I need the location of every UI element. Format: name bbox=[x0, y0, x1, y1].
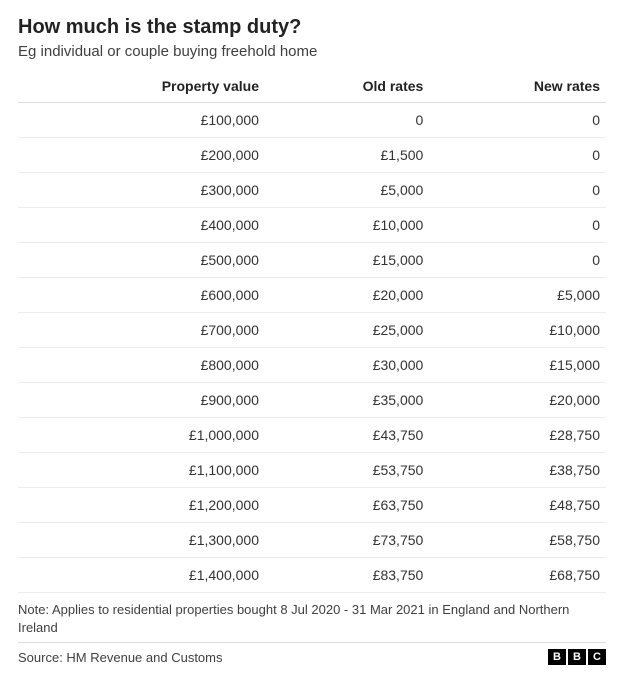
bbc-logo-b1: B bbox=[548, 649, 566, 665]
bbc-logo-icon: B B C bbox=[548, 649, 606, 665]
table-cell: £300,000 bbox=[18, 173, 265, 208]
table-cell: £15,000 bbox=[265, 243, 429, 278]
table-cell: £700,000 bbox=[18, 313, 265, 348]
card-title: How much is the stamp duty? bbox=[18, 16, 606, 39]
table-cell: 0 bbox=[429, 173, 606, 208]
table-cell: £500,000 bbox=[18, 243, 265, 278]
bbc-logo-b2: B bbox=[568, 649, 586, 665]
rates-table: Property value Old rates New rates £100,… bbox=[18, 70, 606, 593]
note-text: Note: Applies to residential properties … bbox=[18, 593, 606, 643]
table-cell: £20,000 bbox=[429, 383, 606, 418]
table-cell: £1,500 bbox=[265, 138, 429, 173]
table-cell: £83,750 bbox=[265, 558, 429, 593]
table-cell: 0 bbox=[429, 103, 606, 138]
table-cell: £10,000 bbox=[265, 208, 429, 243]
table-cell: £5,000 bbox=[429, 278, 606, 313]
table-cell: £35,000 bbox=[265, 383, 429, 418]
table-cell: £900,000 bbox=[18, 383, 265, 418]
table-cell: £43,750 bbox=[265, 418, 429, 453]
table-cell: £38,750 bbox=[429, 453, 606, 488]
table-row: £1,400,000£83,750£68,750 bbox=[18, 558, 606, 593]
col-property-value: Property value bbox=[18, 70, 265, 103]
card-footer: Source: HM Revenue and Customs B B C bbox=[18, 643, 606, 665]
table-row: £800,000£30,000£15,000 bbox=[18, 348, 606, 383]
table-cell: 0 bbox=[429, 138, 606, 173]
col-old-rates: Old rates bbox=[265, 70, 429, 103]
table-cell: £100,000 bbox=[18, 103, 265, 138]
table-row: £1,200,000£63,750£48,750 bbox=[18, 488, 606, 523]
table-cell: £68,750 bbox=[429, 558, 606, 593]
stamp-duty-card: How much is the stamp duty? Eg individua… bbox=[0, 0, 624, 675]
table-cell: £63,750 bbox=[265, 488, 429, 523]
table-cell: £58,750 bbox=[429, 523, 606, 558]
table-cell: 0 bbox=[265, 103, 429, 138]
table-cell: £25,000 bbox=[265, 313, 429, 348]
table-row: £900,000£35,000£20,000 bbox=[18, 383, 606, 418]
table-row: £300,000£5,0000 bbox=[18, 173, 606, 208]
table-row: £400,000£10,0000 bbox=[18, 208, 606, 243]
table-cell: £800,000 bbox=[18, 348, 265, 383]
bbc-logo-c: C bbox=[588, 649, 606, 665]
table-cell: £30,000 bbox=[265, 348, 429, 383]
table-header-row: Property value Old rates New rates bbox=[18, 70, 606, 103]
table-cell: £1,000,000 bbox=[18, 418, 265, 453]
table-cell: £1,200,000 bbox=[18, 488, 265, 523]
table-cell: £15,000 bbox=[429, 348, 606, 383]
table-cell: £400,000 bbox=[18, 208, 265, 243]
table-row: £200,000£1,5000 bbox=[18, 138, 606, 173]
table-row: £500,000£15,0000 bbox=[18, 243, 606, 278]
table-cell: £1,300,000 bbox=[18, 523, 265, 558]
table-cell: £28,750 bbox=[429, 418, 606, 453]
table-cell: £1,400,000 bbox=[18, 558, 265, 593]
table-row: £1,100,000£53,750£38,750 bbox=[18, 453, 606, 488]
table-cell: 0 bbox=[429, 243, 606, 278]
col-new-rates: New rates bbox=[429, 70, 606, 103]
table-cell: £73,750 bbox=[265, 523, 429, 558]
table-cell: £5,000 bbox=[265, 173, 429, 208]
table-row: £1,000,000£43,750£28,750 bbox=[18, 418, 606, 453]
table-cell: £10,000 bbox=[429, 313, 606, 348]
table-row: £100,00000 bbox=[18, 103, 606, 138]
table-cell: £20,000 bbox=[265, 278, 429, 313]
table-row: £1,300,000£73,750£58,750 bbox=[18, 523, 606, 558]
table-row: £600,000£20,000£5,000 bbox=[18, 278, 606, 313]
table-cell: £1,100,000 bbox=[18, 453, 265, 488]
table-cell: £53,750 bbox=[265, 453, 429, 488]
table-cell: £200,000 bbox=[18, 138, 265, 173]
table-cell: £48,750 bbox=[429, 488, 606, 523]
table-cell: 0 bbox=[429, 208, 606, 243]
source-text: Source: HM Revenue and Customs bbox=[18, 650, 222, 665]
table-cell: £600,000 bbox=[18, 278, 265, 313]
card-subtitle: Eg individual or couple buying freehold … bbox=[18, 43, 606, 60]
table-row: £700,000£25,000£10,000 bbox=[18, 313, 606, 348]
